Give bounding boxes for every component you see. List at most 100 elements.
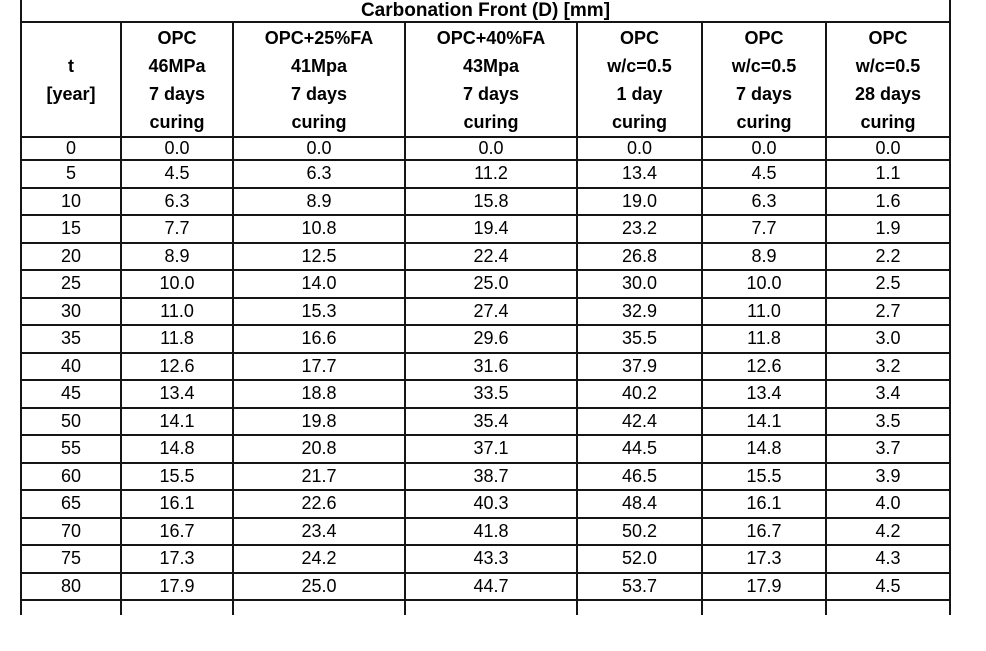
table-row-t75: 75 17.3 24.2 43.3 52.0 17.3 4.3 <box>20 544 951 574</box>
value-cell: 46.5 <box>576 461 703 491</box>
table-row-t25: 25 10.0 14.0 25.0 30.0 10.0 2.5 <box>20 269 951 299</box>
value-cell: 2.2 <box>825 241 951 271</box>
value-cell: 25.0 <box>404 269 578 299</box>
value-cell: 25.0 <box>232 571 406 601</box>
column-header-line: curing <box>463 111 519 132</box>
row-label-cell: 35 <box>20 324 122 354</box>
value-cell: 0.0 <box>825 136 951 161</box>
row-label-cell: 25 <box>20 269 122 299</box>
header-row: t [year] OPC 46MPa 7 days curing OPC+25%FA 41Mp… <box>20 21 951 138</box>
row-label-cell: 55 <box>20 434 122 464</box>
value-cell: 0.0 <box>232 136 406 161</box>
value-cell: 17.9 <box>701 571 827 601</box>
row-label-cell: 60 <box>20 461 122 491</box>
column-header-line: [year] <box>46 83 96 104</box>
value-cell: 13.4 <box>576 159 703 189</box>
value-cell: 0.0 <box>120 136 234 161</box>
row-label-cell: 10 <box>20 186 122 216</box>
value-cell: 19.4 <box>404 214 578 244</box>
column-header-line: curing <box>611 111 667 132</box>
value-cell: 0.0 <box>576 136 703 161</box>
value-cell: 16.1 <box>701 489 827 519</box>
value-cell: 10.0 <box>701 269 827 299</box>
title-row: Carbonation Front (D) [mm] <box>20 0 951 23</box>
row-label-cell: 20 <box>20 241 122 271</box>
table-body: 0 0.0 0.0 0.0 0.0 0.0 0.0 5 4.5 6.3 11.2 13.4 4.5 1.1… <box>20 136 951 615</box>
column-header-line: OPC <box>868 27 908 48</box>
value-cell: 3.0 <box>825 324 951 354</box>
column-header-line: 7 days <box>735 83 793 104</box>
value-cell: 16.1 <box>120 489 234 519</box>
table-title: Carbonation Front (D) [mm] <box>20 0 951 23</box>
clipped-cell <box>825 599 951 615</box>
value-cell: 14.1 <box>701 406 827 436</box>
table-row-t10: 10 6.3 8.9 15.8 19.0 6.3 1.6 <box>20 186 951 216</box>
column-header-line: 7 days <box>462 83 520 104</box>
value-cell: 11.2 <box>404 159 578 189</box>
column-header-line: curing <box>149 111 205 132</box>
value-cell: 37.1 <box>404 434 578 464</box>
value-cell: 16.6 <box>232 324 406 354</box>
column-header-line: OPC+25%FA <box>264 27 374 48</box>
value-cell: 17.7 <box>232 351 406 381</box>
value-cell: 4.2 <box>825 516 951 546</box>
value-cell: 14.8 <box>701 434 827 464</box>
clipped-cell <box>701 599 827 615</box>
value-cell: 18.8 <box>232 379 406 409</box>
value-cell: 17.9 <box>120 571 234 601</box>
table-row-t5: 5 4.5 6.3 11.2 13.4 4.5 1.1 <box>20 159 951 189</box>
value-cell: 52.0 <box>576 544 703 574</box>
column-header-opc-40fa-43mpa-7d: OPC+40%FA 43Mpa 7 days curing <box>404 21 578 138</box>
value-cell: 53.7 <box>576 571 703 601</box>
table-row-t80: 80 17.9 25.0 44.7 53.7 17.9 4.5 <box>20 571 951 601</box>
table-row-t20: 20 8.9 12.5 22.4 26.8 8.9 2.2 <box>20 241 951 271</box>
column-header-opc-25fa-41mpa-7d: OPC+25%FA 41Mpa 7 days curing <box>232 21 406 138</box>
value-cell: 14.8 <box>120 434 234 464</box>
column-header-opc-wc05-7d: OPC w/c=0.5 7 days curing <box>701 21 827 138</box>
value-cell: 48.4 <box>576 489 703 519</box>
value-cell: 3.5 <box>825 406 951 436</box>
value-cell: 44.5 <box>576 434 703 464</box>
table-row-t70: 70 16.7 23.4 41.8 50.2 16.7 4.2 <box>20 516 951 546</box>
value-cell: 6.3 <box>232 159 406 189</box>
value-cell: 41.8 <box>404 516 578 546</box>
value-cell: 4.5 <box>701 159 827 189</box>
value-cell: 2.7 <box>825 296 951 326</box>
value-cell: 1.6 <box>825 186 951 216</box>
value-cell: 27.4 <box>404 296 578 326</box>
column-header-line: curing <box>860 111 916 132</box>
value-cell: 31.6 <box>404 351 578 381</box>
value-cell: 7.7 <box>120 214 234 244</box>
value-cell: 33.5 <box>404 379 578 409</box>
value-cell: 3.7 <box>825 434 951 464</box>
value-cell: 15.8 <box>404 186 578 216</box>
value-cell: 8.9 <box>701 241 827 271</box>
clipped-cell <box>20 599 122 615</box>
value-cell: 40.2 <box>576 379 703 409</box>
value-cell: 14.1 <box>120 406 234 436</box>
value-cell: 1.1 <box>825 159 951 189</box>
column-header-line: OPC <box>619 27 659 48</box>
column-header-line: 41Mpa <box>290 55 348 76</box>
table-row-t15: 15 7.7 10.8 19.4 23.2 7.7 1.9 <box>20 214 951 244</box>
value-cell: 22.4 <box>404 241 578 271</box>
row-label-cell: 5 <box>20 159 122 189</box>
value-cell: 8.9 <box>120 241 234 271</box>
value-cell: 11.0 <box>701 296 827 326</box>
value-cell: 29.6 <box>404 324 578 354</box>
column-header-opc-wc05-28d: OPC w/c=0.5 28 days curing <box>825 21 951 138</box>
column-header-t-year: t [year] <box>20 21 122 138</box>
column-header-line: w/c=0.5 <box>855 55 921 76</box>
value-cell: 16.7 <box>120 516 234 546</box>
column-header-line: w/c=0.5 <box>607 55 672 76</box>
table-row-t40: 40 12.6 17.7 31.6 37.9 12.6 3.2 <box>20 351 951 381</box>
row-label-cell: 30 <box>20 296 122 326</box>
value-cell: 44.7 <box>404 571 578 601</box>
table-row-t0: 0 0.0 0.0 0.0 0.0 0.0 0.0 <box>20 136 951 161</box>
column-header-line: 46MPa <box>148 55 206 76</box>
row-label-cell: 50 <box>20 406 122 436</box>
value-cell: 17.3 <box>120 544 234 574</box>
row-label-cell: 0 <box>20 136 122 161</box>
column-header-line: curing <box>291 111 347 132</box>
table-row-t60: 60 15.5 21.7 38.7 46.5 15.5 3.9 <box>20 461 951 491</box>
